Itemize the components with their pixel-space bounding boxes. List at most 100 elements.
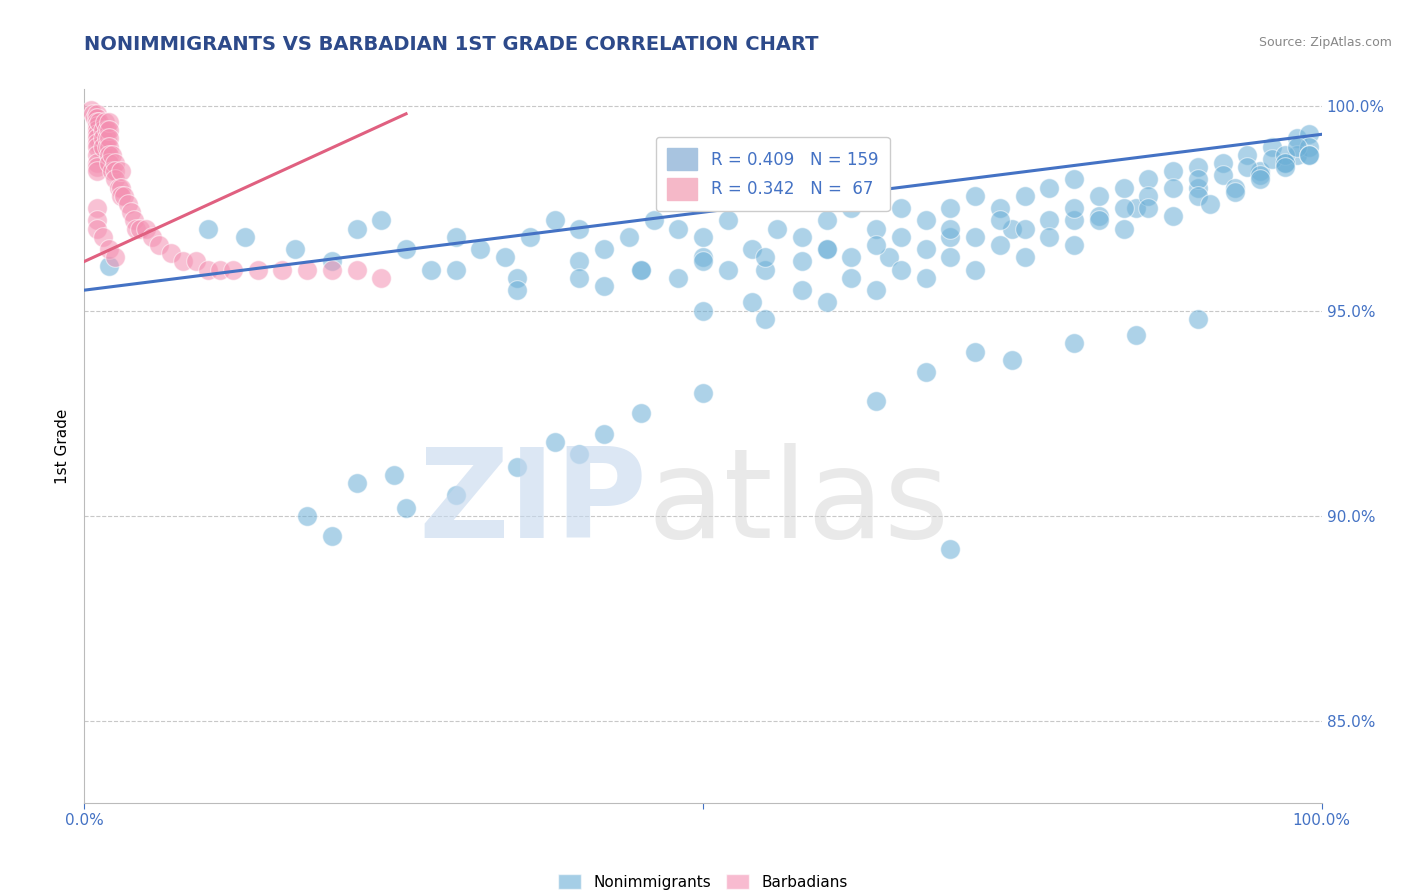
Point: [110, 189, 132, 203]
Point: [444, 262, 467, 277]
Point: [1014, 189, 1036, 203]
Point: [506, 270, 529, 285]
Point: [1125, 328, 1147, 343]
Point: [1285, 139, 1308, 153]
Point: [222, 262, 245, 277]
Point: [1063, 172, 1085, 186]
Point: [444, 230, 467, 244]
Text: atlas: atlas: [647, 442, 949, 564]
Point: [865, 221, 887, 235]
Point: [790, 230, 813, 244]
Point: [815, 213, 838, 227]
Point: [1212, 169, 1234, 183]
Point: [184, 254, 207, 268]
Point: [494, 251, 516, 265]
Y-axis label: 1st Grade: 1st Grade: [55, 409, 70, 483]
Point: [104, 251, 127, 265]
Point: [1199, 197, 1222, 211]
Point: [1112, 201, 1135, 215]
Point: [86, 221, 108, 235]
Point: [1112, 221, 1135, 235]
Point: [890, 201, 912, 215]
Point: [1137, 189, 1160, 203]
Point: [1161, 210, 1184, 224]
Point: [160, 246, 183, 260]
Point: [321, 529, 343, 543]
Point: [86, 164, 108, 178]
Point: [86, 123, 108, 137]
Point: [1236, 160, 1258, 174]
Point: [630, 262, 652, 277]
Point: [988, 213, 1011, 227]
Point: [100, 148, 122, 162]
Point: [1063, 213, 1085, 227]
Point: [91, 123, 114, 137]
Point: [717, 262, 740, 277]
Point: [96, 139, 118, 153]
Point: [1236, 148, 1258, 162]
Point: [914, 270, 936, 285]
Point: [98, 131, 121, 145]
Point: [135, 221, 157, 235]
Point: [914, 365, 936, 379]
Point: [741, 295, 763, 310]
Point: [1187, 180, 1209, 194]
Point: [877, 251, 900, 265]
Point: [100, 164, 122, 178]
Point: [643, 213, 665, 227]
Point: [86, 156, 108, 170]
Point: [988, 238, 1011, 252]
Point: [79, 103, 101, 117]
Point: [692, 254, 714, 268]
Point: [543, 213, 565, 227]
Point: [321, 262, 343, 277]
Point: [1137, 172, 1160, 186]
Point: [939, 230, 962, 244]
Point: [370, 270, 392, 285]
Point: [86, 136, 108, 150]
Point: [766, 221, 789, 235]
Point: [98, 259, 121, 273]
Point: [91, 139, 114, 153]
Point: [98, 123, 121, 137]
Point: [86, 160, 108, 174]
Point: [741, 242, 763, 256]
Point: [346, 221, 368, 235]
Text: NONIMMIGRANTS VS BARBADIAN 1ST GRADE CORRELATION CHART: NONIMMIGRANTS VS BARBADIAN 1ST GRADE COR…: [84, 35, 818, 54]
Point: [91, 230, 114, 244]
Point: [120, 205, 142, 219]
Point: [568, 221, 591, 235]
Point: [1014, 221, 1036, 235]
Point: [965, 262, 987, 277]
Point: [395, 500, 418, 515]
Point: [1298, 148, 1320, 162]
Point: [271, 262, 294, 277]
Point: [98, 156, 121, 170]
Point: [112, 189, 135, 203]
Point: [1038, 213, 1060, 227]
Point: [96, 123, 118, 137]
Point: [284, 242, 307, 256]
Point: [1223, 185, 1246, 199]
Point: [1137, 201, 1160, 215]
Point: [1038, 230, 1060, 244]
Point: [692, 251, 714, 265]
Point: [86, 115, 108, 129]
Point: [197, 262, 219, 277]
Point: [1088, 210, 1111, 224]
Point: [346, 475, 368, 490]
Point: [108, 180, 131, 194]
Text: ZIP: ZIP: [419, 442, 647, 564]
Point: [841, 270, 863, 285]
Point: [1212, 156, 1234, 170]
Point: [233, 230, 256, 244]
Point: [110, 180, 132, 194]
Point: [172, 254, 194, 268]
Point: [1261, 139, 1284, 153]
Point: [94, 115, 117, 129]
Point: [1285, 131, 1308, 145]
Point: [939, 251, 962, 265]
Point: [246, 262, 269, 277]
Point: [382, 467, 405, 482]
Point: [96, 131, 118, 145]
